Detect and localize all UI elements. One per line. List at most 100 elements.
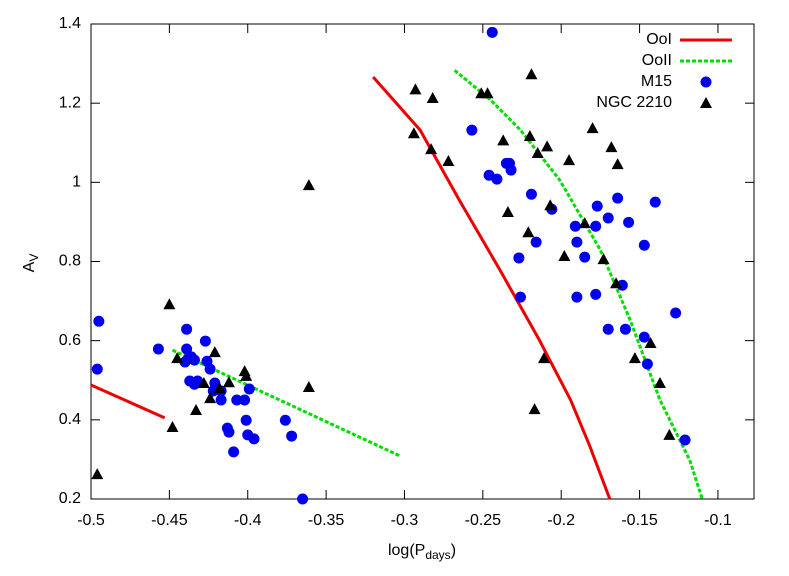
circle-marker	[188, 354, 200, 366]
triangle-marker	[537, 352, 550, 364]
triangle-marker	[481, 87, 494, 99]
circle-marker	[569, 220, 581, 232]
triangle-marker	[213, 382, 226, 394]
triangle-marker	[611, 158, 624, 170]
triangle-marker	[541, 140, 554, 152]
y-tick-label: 0.4	[59, 411, 81, 428]
circle-marker	[486, 26, 498, 38]
triangle-marker	[644, 337, 657, 349]
x-tick-label: -0.5	[77, 512, 105, 529]
circle-marker	[204, 363, 216, 375]
legend-label: NGC 2210	[596, 94, 672, 111]
x-tick-label: -0.15	[621, 512, 658, 529]
triangle-marker	[610, 277, 623, 289]
x-tick-label: -0.4	[234, 512, 262, 529]
y-tick-label: 1.4	[59, 15, 81, 32]
circle-marker	[188, 378, 200, 390]
legend-label: M15	[641, 73, 672, 90]
circle-marker	[579, 251, 591, 263]
triangle-marker	[528, 403, 541, 415]
triangle-marker	[407, 127, 420, 139]
circle-marker	[279, 414, 291, 426]
triangle-marker	[525, 68, 538, 80]
circle-marker	[670, 307, 682, 319]
triangle-marker	[302, 380, 315, 392]
y-tick-label: 0.6	[59, 332, 81, 349]
circle-marker	[243, 383, 255, 395]
triangle-marker	[163, 298, 176, 310]
circle-marker	[590, 288, 602, 300]
circle-marker	[530, 236, 542, 248]
triangle-marker	[222, 376, 235, 388]
triangle-marker	[91, 468, 104, 480]
circle-marker	[179, 356, 191, 368]
triangle-marker	[409, 83, 422, 95]
circle-marker	[602, 323, 614, 335]
triangle-marker	[605, 141, 618, 153]
circle-marker	[623, 216, 635, 228]
triangle-marker	[208, 346, 221, 358]
circle-marker	[619, 323, 631, 335]
y-tick-label: 0.8	[59, 253, 81, 270]
circle-marker	[181, 323, 193, 335]
y-tick-label: 1	[72, 174, 81, 191]
circle-marker	[638, 239, 650, 251]
triangle-marker	[197, 377, 210, 389]
series-line	[90, 76, 612, 500]
circle-marker	[571, 291, 583, 303]
y-label-main: A	[21, 261, 38, 272]
circle-marker	[466, 124, 478, 136]
x-tick-label: -0.3	[391, 512, 419, 529]
triangle-marker	[523, 130, 536, 142]
circle-marker	[228, 446, 240, 458]
triangle-marker	[171, 352, 184, 364]
triangle-marker	[425, 143, 438, 155]
triangle-marker	[204, 392, 217, 404]
x-tick-label: -0.2	[547, 512, 575, 529]
circle-marker	[649, 196, 661, 208]
triangle-marker	[531, 147, 544, 159]
x-tick-label: -0.35	[308, 512, 345, 529]
circle-marker	[505, 164, 517, 176]
circle-marker	[638, 331, 650, 343]
circle-marker	[525, 188, 537, 200]
x-label-sub: days	[425, 548, 450, 562]
circle-marker	[248, 433, 260, 445]
triangle-marker	[426, 92, 439, 104]
triangle-marker	[597, 253, 610, 265]
triangle-marker	[240, 369, 253, 381]
triangle-marker	[700, 97, 712, 108]
x-label-end: )	[451, 542, 456, 559]
circle-marker	[297, 493, 309, 505]
triangle-marker	[497, 134, 510, 146]
triangle-marker	[578, 217, 591, 229]
triangle-marker	[563, 154, 576, 166]
circle-marker	[700, 76, 712, 88]
circle-marker	[181, 343, 193, 355]
circle-marker	[641, 358, 653, 370]
triangle-marker	[558, 249, 571, 261]
triangle-marker	[442, 154, 455, 166]
circle-marker	[286, 430, 298, 442]
triangle-marker	[586, 122, 599, 134]
circle-marker	[591, 200, 603, 212]
circle-marker	[513, 252, 525, 264]
triangle-marker	[522, 226, 535, 238]
circle-marker	[199, 335, 211, 347]
triangle-marker	[653, 377, 666, 389]
triangle-marker	[628, 352, 641, 364]
circle-marker	[602, 212, 614, 224]
circle-marker	[240, 414, 252, 426]
circle-marker	[215, 394, 227, 406]
circle-marker	[514, 291, 526, 303]
triangle-marker	[501, 206, 514, 218]
x-tick-label: -0.25	[465, 512, 502, 529]
x-tick-label: -0.45	[151, 512, 188, 529]
circle-marker	[679, 434, 691, 446]
y-axis-label: AV	[21, 254, 41, 273]
circle-marker	[223, 426, 235, 438]
circle-marker	[152, 343, 164, 355]
circle-marker	[91, 363, 103, 375]
circle-marker	[590, 220, 602, 232]
